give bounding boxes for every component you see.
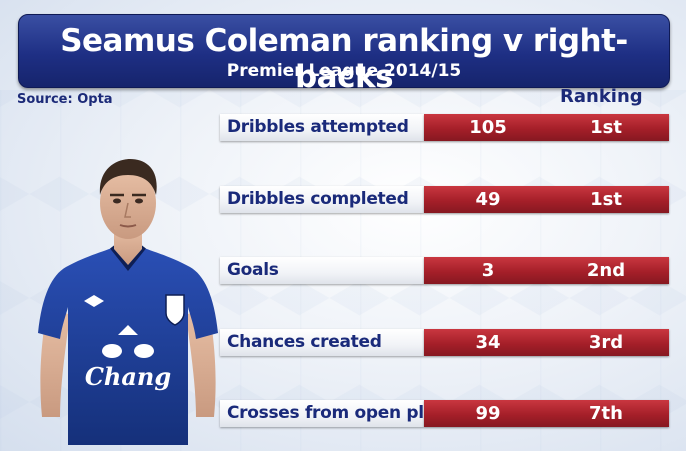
stat-label-box: Goals bbox=[220, 257, 424, 284]
stat-value-box: 3 2nd bbox=[424, 257, 669, 284]
stat-value-box: 99 7th bbox=[424, 400, 669, 427]
stat-label-box: Crosses from open play bbox=[220, 400, 446, 427]
stat-rank: 1st bbox=[590, 117, 622, 138]
stat-label: Chances created bbox=[227, 332, 382, 352]
stat-value-box: 49 1st bbox=[424, 186, 669, 213]
stat-value: 3 bbox=[481, 260, 495, 281]
stat-row-goals: Goals 3 2nd bbox=[220, 257, 670, 284]
stat-value-box: 105 1st bbox=[424, 114, 669, 141]
stat-rank: 1st bbox=[590, 189, 622, 210]
stat-row-crosses-open-play: Crosses from open play 99 7th bbox=[220, 400, 670, 427]
title-banner: Seamus Coleman ranking v right-backs Pre… bbox=[18, 14, 670, 95]
stat-rank: 7th bbox=[589, 403, 623, 424]
player-photo: Chang bbox=[38, 159, 218, 445]
ranking-column-header: Ranking bbox=[560, 86, 643, 107]
stat-label: Dribbles completed bbox=[227, 189, 409, 209]
stat-label: Dribbles attempted bbox=[227, 117, 409, 137]
stat-value: 99 bbox=[475, 403, 501, 424]
stat-label: Goals bbox=[227, 260, 279, 280]
stat-label-box: Chances created bbox=[220, 329, 424, 356]
stat-label-box: Dribbles attempted bbox=[220, 114, 424, 141]
stat-row-chances-created: Chances created 34 3rd bbox=[220, 329, 670, 356]
source-credit: Source: Opta bbox=[17, 92, 113, 107]
stat-rank: 2nd bbox=[586, 260, 626, 281]
stat-rank: 3rd bbox=[588, 332, 624, 353]
stat-label: Crosses from open play bbox=[227, 403, 446, 423]
stat-value: 49 bbox=[475, 189, 501, 210]
page-subtitle: Premier League 2014/15 bbox=[226, 61, 462, 81]
sponsor-text: Chang bbox=[85, 362, 171, 391]
stat-row-dribbles-attempted: Dribbles attempted 105 1st bbox=[220, 114, 670, 141]
page-title: Seamus Coleman ranking v right-backs bbox=[60, 23, 628, 95]
stat-row-dribbles-completed: Dribbles completed 49 1st bbox=[220, 186, 670, 213]
stat-value: 34 bbox=[475, 332, 501, 353]
stat-label-box: Dribbles completed bbox=[220, 186, 424, 213]
stat-value: 105 bbox=[469, 117, 507, 138]
stat-value-box: 34 3rd bbox=[424, 329, 669, 356]
